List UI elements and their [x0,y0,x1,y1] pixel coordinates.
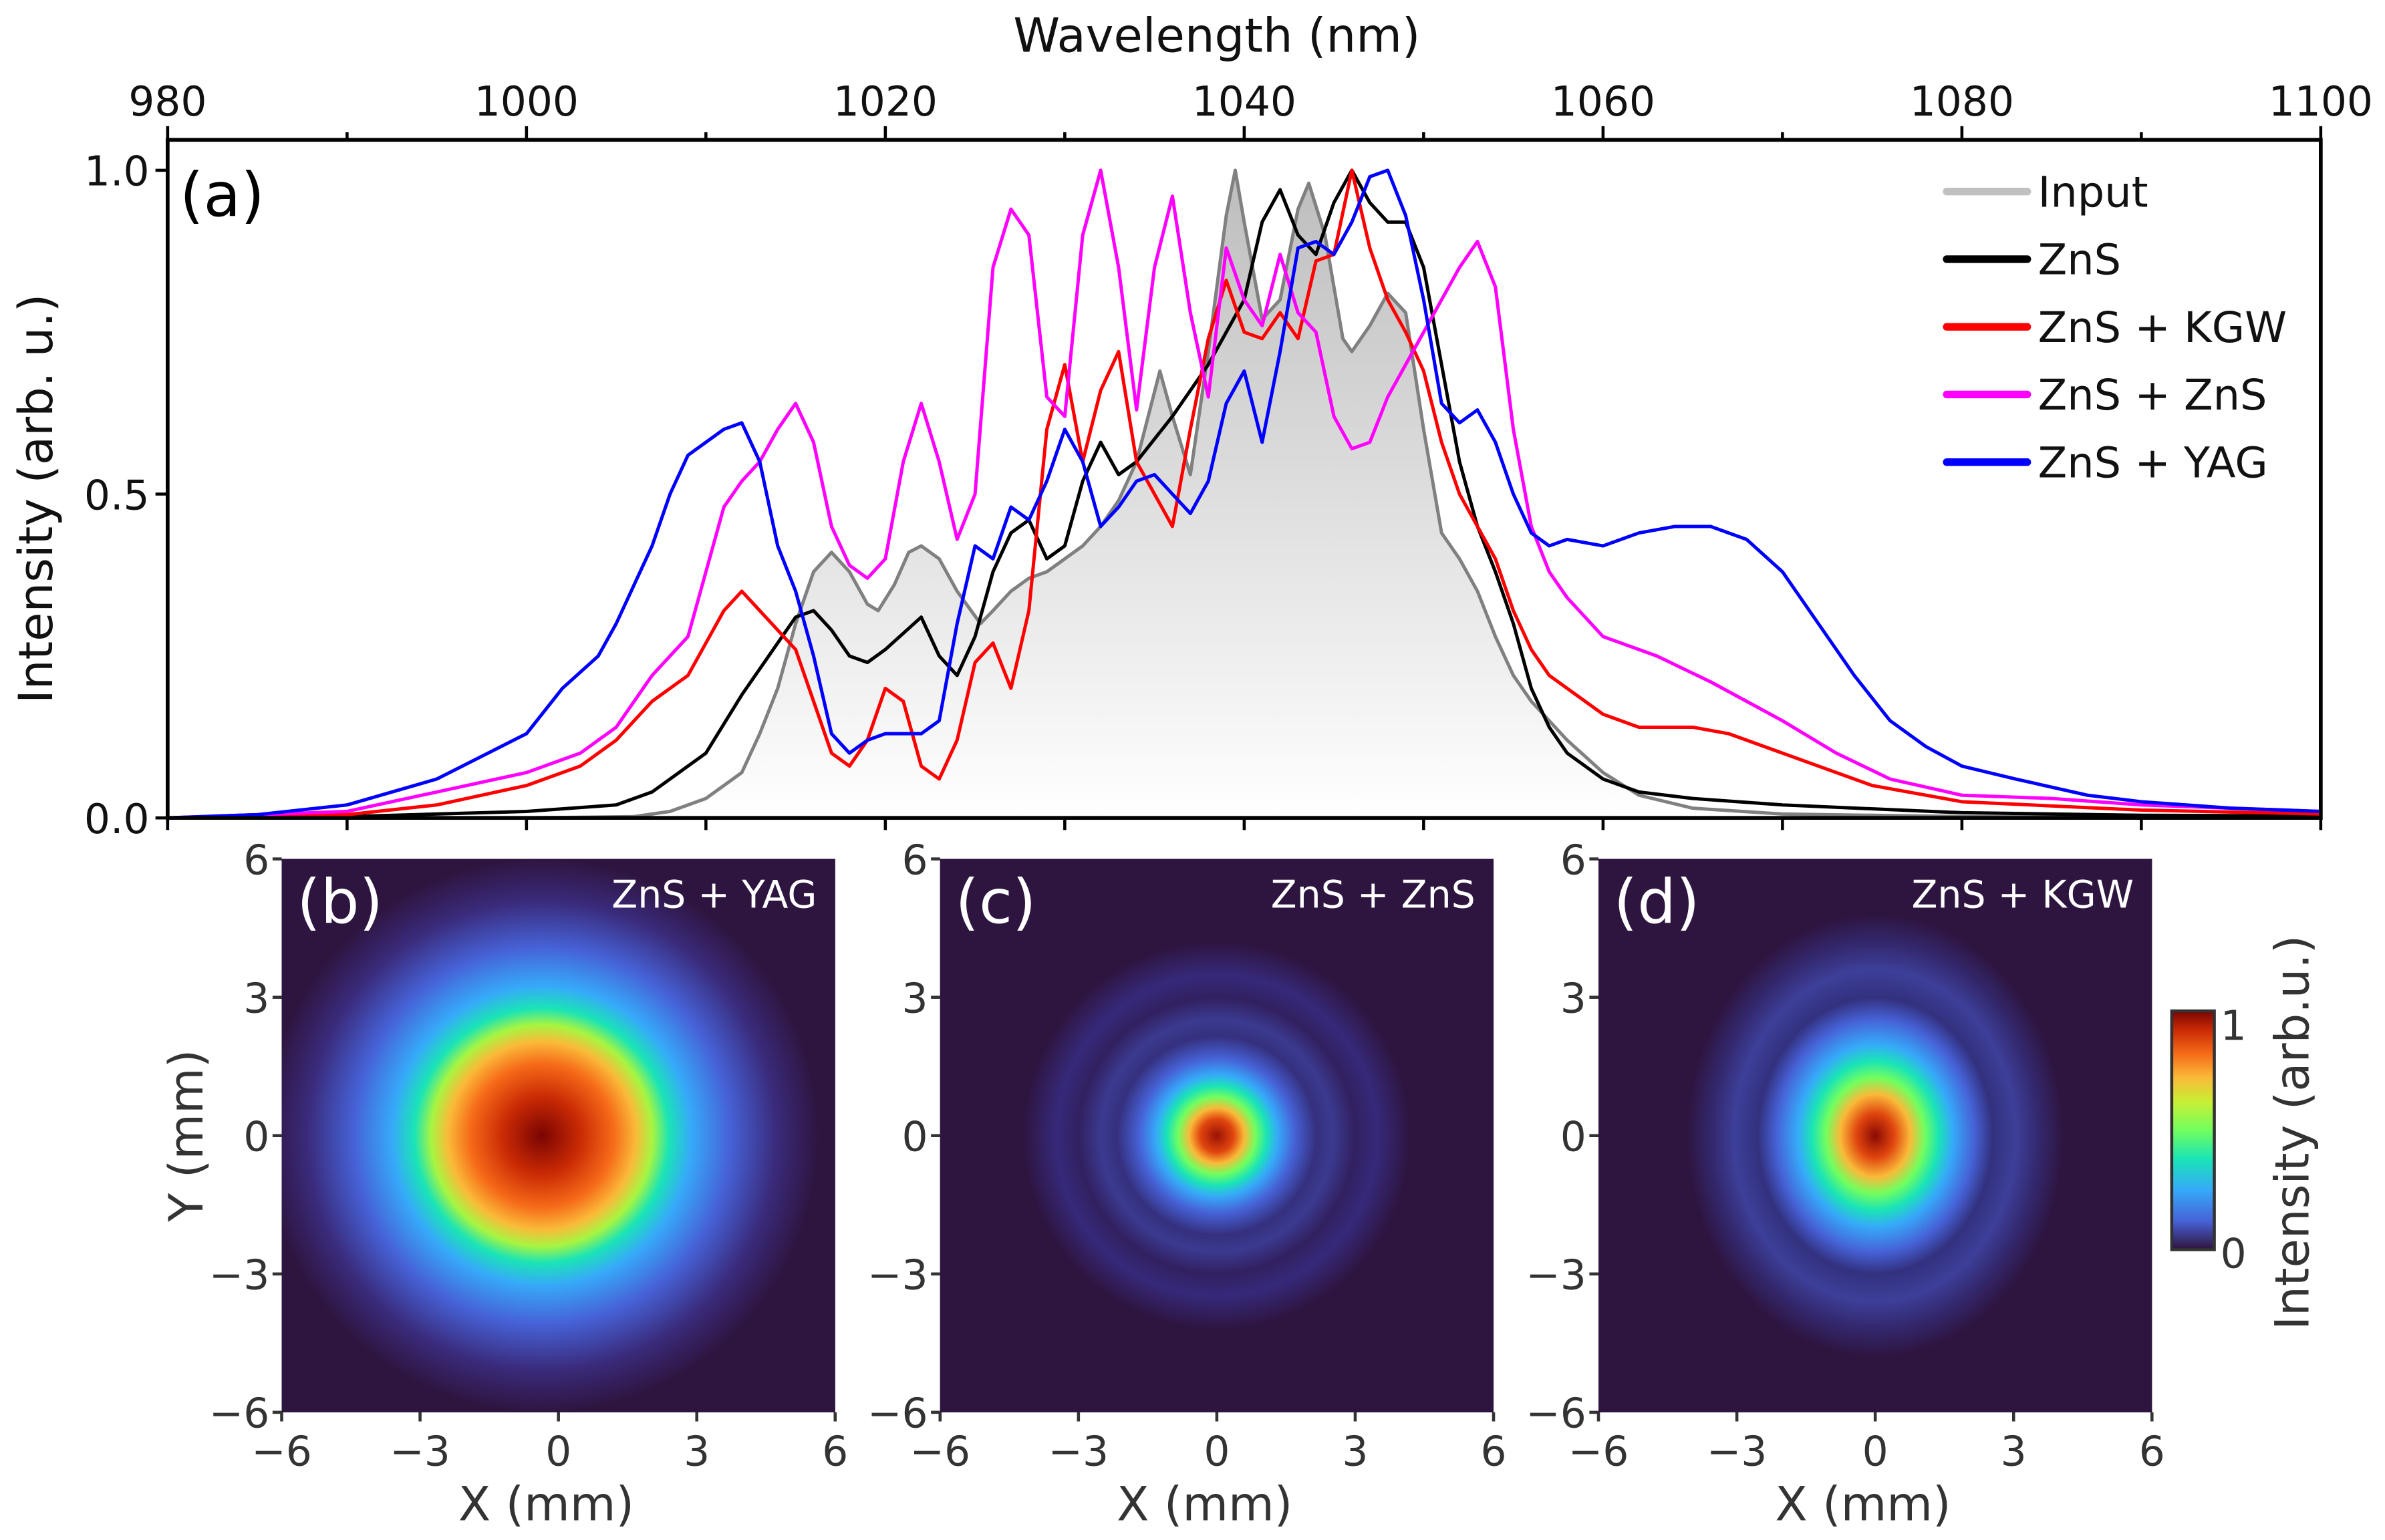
x-tick-label: 3 [1342,1428,1368,1476]
x-tick-label: −6 [910,1428,971,1476]
colorbar-gradient [2170,1009,2216,1251]
colorbar-max-label: 1 [2221,1002,2247,1050]
x-tick-label: 1040 [1192,78,1296,126]
panel-label: (c) [956,867,1036,937]
panel-label: (d) [1614,867,1700,937]
series-line-zns [167,168,2321,820]
y-tick-label: 0.5 [84,472,150,519]
beam-panel-c: (c) ZnS + ZnS −6 −3 0 3 6 6 3 0 −3 −6 X (mm) [867,836,1507,1531]
x-tick-label: 6 [822,1428,848,1476]
x-axis-title: X (mm) [458,1477,634,1531]
y-tick-label: −3 [1526,1252,1586,1299]
x-tick-label: 6 [1480,1428,1506,1476]
x-tick-label: −3 [1048,1428,1109,1476]
x-tick-label: 0 [545,1428,571,1476]
x-axis-title: X (mm) [1117,1477,1292,1531]
y-tick-label: −6 [1526,1390,1586,1438]
x-tick-label: 1080 [1910,78,2014,126]
colorbar: 1 0 Intensity (arb.u.) [2170,935,2320,1330]
beam-panel-d: (d) ZnS + KGW −6 −3 0 3 6 6 3 0 −3 −6 X (mm) [1526,836,2165,1531]
panel-sample-label: ZnS + KGW [1911,873,2134,917]
y-tick-label: −6 [209,1390,270,1438]
beam-intensity-image [281,859,835,1412]
y-tick-label: 0 [901,1113,928,1161]
x-tick-label: 1060 [1551,78,1655,126]
y-tick-label: −6 [867,1390,928,1438]
x-tick-label: 3 [684,1428,710,1476]
y-tick-label: 6 [1560,836,1586,884]
series-line-zns-yag [167,168,2321,820]
beam-panel-b: (b) ZnS + YAG −6 −3 0 3 6 6 3 0 −3 −6 X (mm) Y (mm) [159,836,848,1531]
colorbar-min-label: 0 [2221,1231,2247,1278]
y-tick-label: 6 [901,836,928,884]
panel-sample-label: ZnS + ZnS [1271,873,1476,917]
y-tick-label: 3 [901,975,928,1022]
y-tick-label: 3 [243,975,269,1022]
legend-entry: ZnS + KGW [2038,303,2287,353]
x-tick-label: −3 [390,1428,450,1476]
x-tick-label: 1000 [474,78,579,126]
x-tick-label: −6 [251,1428,312,1476]
panel-sample-label: ZnS + YAG [611,873,817,917]
x-tick-label: −6 [1568,1428,1629,1476]
x-tick-label: 0 [1862,1428,1888,1476]
beam-profiles: (b) ZnS + YAG −6 −3 0 3 6 6 3 0 −3 −6 X (mm) Y (mm) (c… [159,836,2320,1531]
panel-label: (b) [297,867,383,937]
x-tick-label: 1100 [2269,78,2373,126]
series-line-input [526,168,2321,820]
series-fill-input [526,170,2321,818]
y-tick-label: −3 [867,1252,928,1299]
legend-entry: ZnS + ZnS [2038,371,2267,420]
y-tick-label: 6 [243,836,269,884]
y-axis-title: Y (mm) [159,1050,214,1223]
panel-label-a: (a) [180,160,265,230]
x-tick-label: 6 [2139,1428,2165,1476]
colorbar-title: Intensity (arb.u.) [2265,935,2320,1330]
x-tick-label: 1020 [833,78,938,126]
beam-intensity-image [1598,859,2152,1412]
legend-entry: ZnS [2038,236,2121,285]
x-tick-label: 980 [128,78,206,126]
x-axis-title: Wavelength (nm) [1013,8,1420,63]
legend-entry: ZnS + YAG [2038,438,2268,488]
beam-intensity-image [940,859,1494,1412]
x-tick-label: 3 [2001,1428,2027,1476]
legend-entry: Input [2038,168,2148,217]
y-tick-label: 0.0 [84,796,150,843]
spectrum-plot: 980 1000 1020 1040 1060 1080 1100 0.0 0.5 1.0 Wave… [9,8,2373,843]
y-tick-label: 0 [243,1113,269,1161]
x-tick-label: −3 [1707,1428,1768,1476]
y-axis-title: Intensity (arb. u.) [9,294,63,704]
x-axis-title: X (mm) [1775,1477,1951,1531]
y-tick-label: 0 [1560,1113,1586,1161]
y-tick-label: 3 [1560,975,1586,1022]
y-tick-label: 1.0 [84,148,150,196]
x-tick-label: 0 [1204,1428,1230,1476]
y-tick-label: −3 [209,1252,270,1299]
